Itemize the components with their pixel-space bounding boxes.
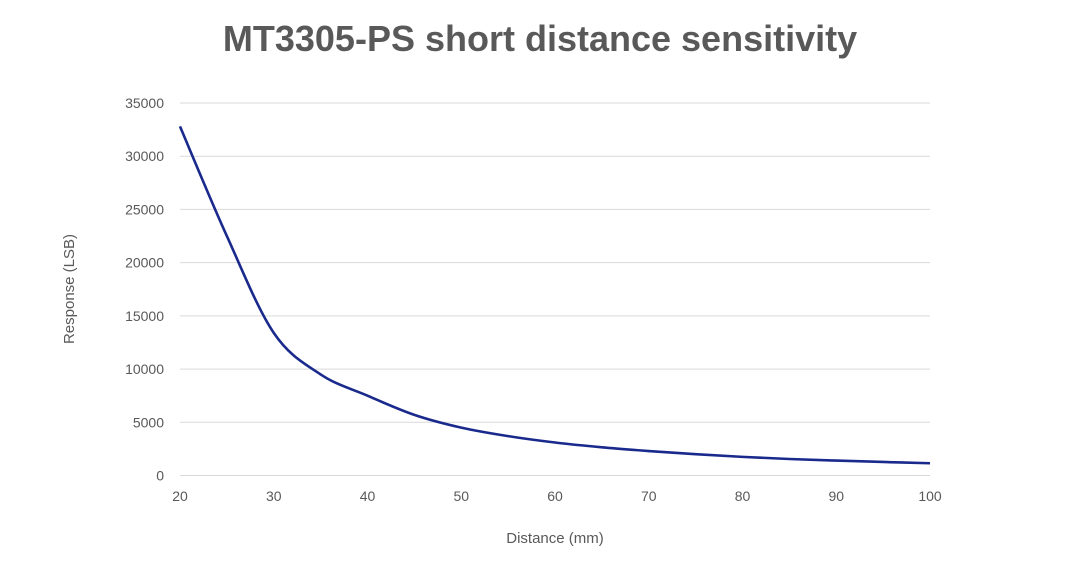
x-tick-label: 90 [828, 488, 844, 504]
x-tick-label: 80 [735, 488, 751, 504]
y-tick-label: 25000 [125, 201, 164, 217]
y-tick-label: 30000 [125, 148, 164, 164]
x-axis-label: Distance (mm) [506, 530, 604, 547]
x-tick-label: 40 [360, 488, 376, 504]
y-tick-label: 20000 [125, 255, 164, 271]
x-tick-label: 20 [172, 488, 188, 504]
x-tick-label: 100 [918, 488, 942, 504]
x-tick-label: 50 [453, 488, 469, 504]
y-tick-label: 0 [156, 468, 164, 484]
x-tick-label: 70 [641, 488, 657, 504]
y-tick-label: 10000 [125, 361, 164, 377]
chart-title: MT3305-PS short distance sensitivity [222, 18, 858, 59]
y-axis-label: Response (LSB) [61, 234, 78, 344]
series-line [178, 125, 931, 465]
y-tick-label: 35000 [125, 95, 164, 111]
x-tick-label: 60 [547, 488, 563, 504]
x-tick-label: 30 [266, 488, 282, 504]
y-tick-label: 5000 [133, 414, 164, 430]
y-tick-label: 15000 [125, 308, 164, 324]
